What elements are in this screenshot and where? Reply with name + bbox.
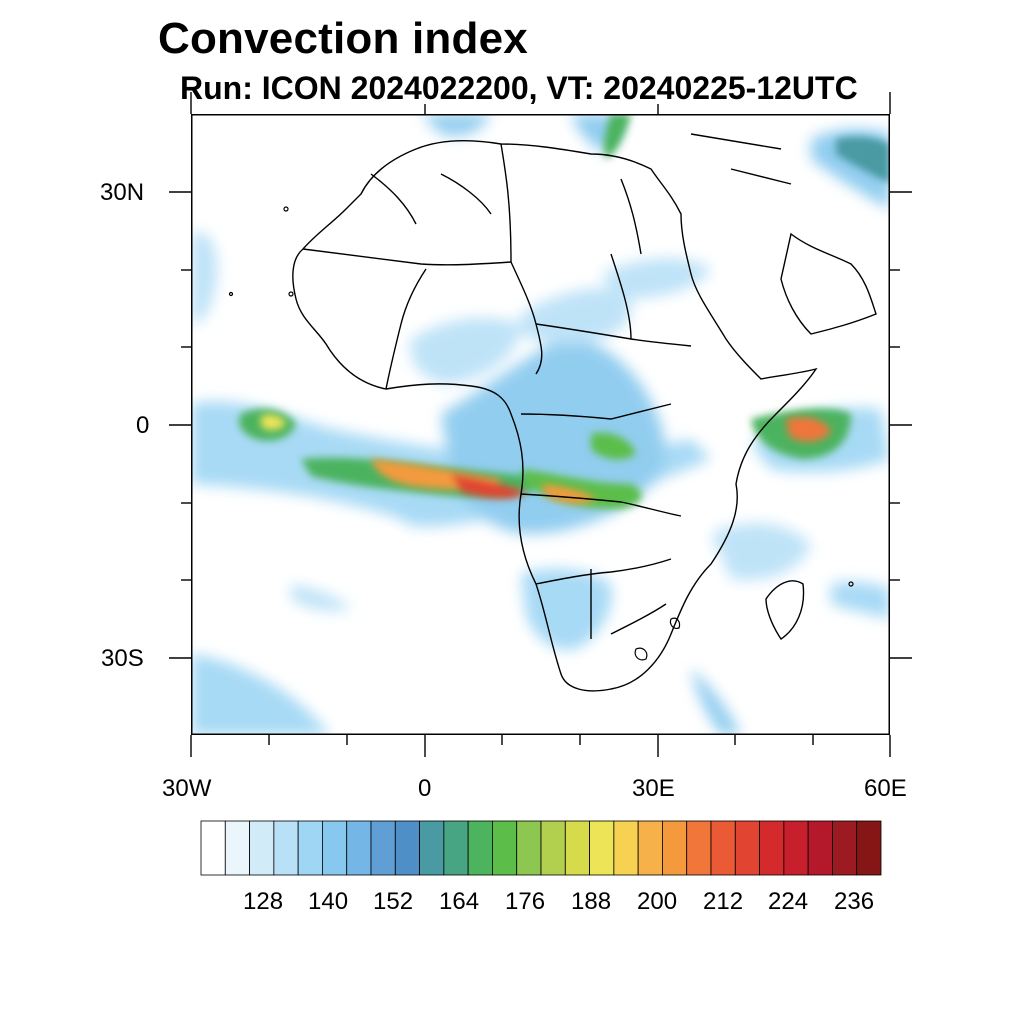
colorbar-swatch xyxy=(394,820,420,876)
lon-label-30e: 30E xyxy=(632,775,675,802)
map-panel xyxy=(191,114,890,735)
colorbar-swatch xyxy=(637,820,663,876)
lat-label-30n: 30N xyxy=(100,179,145,206)
colorbar-label-152: 152 xyxy=(373,888,414,915)
colorbar-swatches xyxy=(200,820,882,876)
colorbar-label-224: 224 xyxy=(768,888,809,915)
lat-label-0: 0 xyxy=(136,412,150,439)
colorbar-label-200: 200 xyxy=(637,888,678,915)
lon-label-30w: 30W xyxy=(162,775,212,802)
colorbar-swatch xyxy=(467,820,493,876)
colorbar-swatch xyxy=(297,820,323,876)
colorbar xyxy=(200,820,882,876)
colorbar-swatch xyxy=(200,820,226,876)
colorbar-swatch xyxy=(516,820,542,876)
colorbar-swatch xyxy=(710,820,736,876)
convection-map xyxy=(191,114,890,735)
convection-field-high xyxy=(261,414,831,504)
colorbar-swatch xyxy=(662,820,688,876)
colorbar-label-164: 164 xyxy=(439,888,480,915)
colorbar-label-176: 176 xyxy=(505,888,546,915)
coastlines xyxy=(292,133,877,692)
colorbar-swatch xyxy=(807,820,833,876)
map-border xyxy=(191,114,890,735)
colorbar-swatch xyxy=(759,820,785,876)
colorbar-label-188: 188 xyxy=(571,888,612,915)
colorbar-swatch xyxy=(443,820,469,876)
colorbar-swatch xyxy=(492,820,518,876)
colorbar-swatch xyxy=(322,820,348,876)
colorbar-swatch xyxy=(564,820,590,876)
lon-label-60e: 60E xyxy=(864,775,907,802)
colorbar-swatch xyxy=(589,820,615,876)
colorbar-swatch xyxy=(346,820,372,876)
colorbar-swatch xyxy=(224,820,250,876)
colorbar-swatch xyxy=(370,820,396,876)
colorbar-swatch xyxy=(419,820,445,876)
colorbar-swatch xyxy=(734,820,760,876)
colorbar-swatch xyxy=(249,820,275,876)
lon-label-0: 0 xyxy=(418,775,432,802)
colorbar-swatch xyxy=(832,820,858,876)
chart-subtitle: Run: ICON 2024022200, VT: 20240225-12UTC xyxy=(180,70,858,106)
colorbar-swatch xyxy=(613,820,639,876)
colorbar-label-212: 212 xyxy=(703,888,744,915)
colorbar-swatch xyxy=(783,820,809,876)
colorbar-swatch xyxy=(273,820,299,876)
colorbar-label-236: 236 xyxy=(834,888,875,915)
colorbar-swatch xyxy=(856,820,882,876)
colorbar-swatch xyxy=(540,820,566,876)
colorbar-swatch xyxy=(686,820,712,876)
lat-label-30s: 30S xyxy=(101,645,144,672)
chart-title: Convection index xyxy=(158,14,528,63)
islands xyxy=(228,206,854,661)
colorbar-label-140: 140 xyxy=(308,888,349,915)
colorbar-label-128: 128 xyxy=(243,888,284,915)
